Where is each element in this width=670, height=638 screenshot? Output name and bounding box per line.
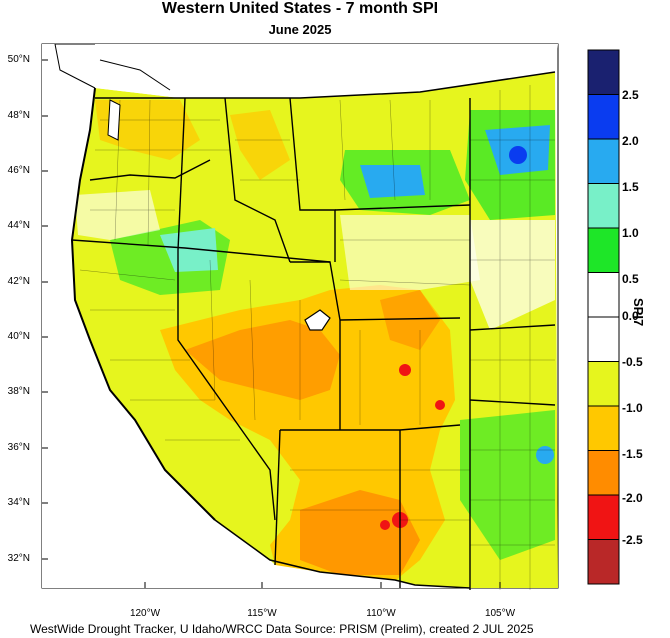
mexico-border — [214, 519, 471, 589]
colorbar-label: 2.0 — [622, 134, 639, 148]
colorbar-title: SPI7 — [631, 298, 646, 327]
coastline — [70, 87, 216, 521]
lon-label-110: 110°W — [366, 608, 396, 619]
lon-label-120: 120°W — [129, 608, 161, 619]
lon-label-115: 115°W — [247, 608, 277, 619]
great-salt-lake — [304, 309, 331, 331]
colorbar-swatch — [587, 316, 620, 362]
colorbar-swatch — [587, 450, 620, 496]
colorbar-label: 0.5 — [622, 272, 639, 286]
lon-label-105: 105°W — [484, 608, 516, 619]
canada-border — [95, 71, 556, 99]
colorbar-label: -1.5 — [622, 447, 643, 461]
colorbar-label: -2.0 — [622, 491, 643, 505]
lat-label-32: 32°N — [7, 553, 30, 564]
lat-label-34: 34°N — [7, 497, 30, 508]
colorbar-swatch — [587, 272, 620, 318]
colorbar-label: 0.0 — [622, 309, 639, 323]
colorbar-swatch — [587, 361, 620, 407]
ocean — [42, 44, 215, 588]
colorbar-label: 1.0 — [622, 226, 639, 240]
colorbar — [587, 49, 620, 585]
colorbar-swatch — [587, 183, 620, 229]
lat-label-36: 36°N — [7, 442, 30, 453]
colorbar-swatch — [587, 49, 620, 95]
puget-sound — [107, 99, 121, 141]
lat-label-46: 46°N — [7, 165, 30, 176]
lat-label-38: 38°N — [7, 386, 30, 397]
map-title: Western United States - 7 month SPI — [161, 0, 439, 17]
land-fill — [72, 72, 558, 588]
lat-label-40: 40°N — [7, 331, 30, 342]
lat-ticks — [42, 59, 48, 560]
colorbar-swatch — [587, 494, 620, 540]
colorbar-label: 1.5 — [622, 180, 639, 194]
colorbar-label: 2.5 — [622, 88, 639, 102]
colorbar-swatch — [587, 405, 620, 451]
colorbar-swatch — [587, 539, 620, 585]
state-borders — [71, 97, 556, 590]
colorbar-label: -2.5 — [622, 533, 643, 547]
canada — [95, 44, 558, 98]
colorbar-label: -0.5 — [622, 355, 643, 369]
mexico — [215, 520, 470, 588]
lon-ticks — [144, 582, 501, 588]
colorbar-swatch — [587, 227, 620, 273]
footer-credit: WestWide Drought Tracker, U Idaho/WRCC D… — [30, 622, 534, 636]
lat-label-42: 42°N — [7, 276, 30, 287]
colorbar-swatch — [587, 138, 620, 184]
colorbar-label: -1.0 — [622, 401, 643, 415]
lat-label-44: 44°N — [7, 220, 30, 231]
county-lines — [79, 85, 555, 590]
map-subtitle: June 2025 — [268, 22, 332, 37]
lat-label-50: 50°N — [7, 54, 30, 65]
colorbar-swatch — [587, 94, 620, 140]
lat-label-48: 48°N — [7, 110, 30, 121]
